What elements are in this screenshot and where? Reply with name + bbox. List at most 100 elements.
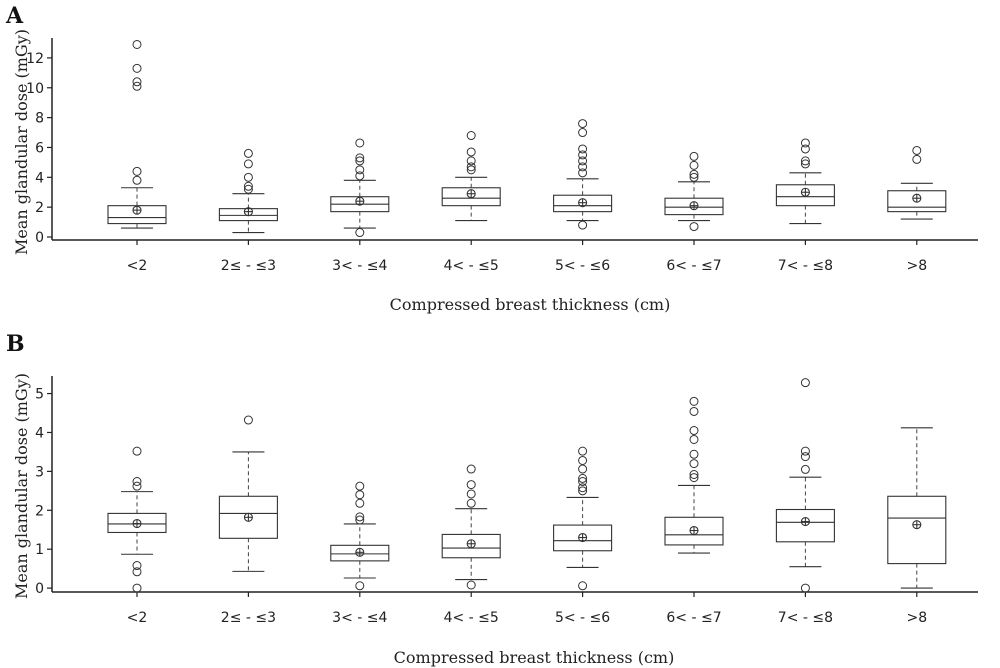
panel-a-outlier-point bbox=[355, 171, 365, 181]
panel-a-outlier-point bbox=[243, 148, 253, 158]
panel-a-category-label: >8 bbox=[906, 258, 927, 274]
panel-b-outlier-point bbox=[578, 486, 588, 496]
panel-b-box bbox=[887, 495, 947, 565]
panel-b-outlier-point bbox=[355, 498, 365, 508]
panel-b-outlier-point bbox=[689, 434, 699, 444]
panel-b-category-label: 6< - ≤7 bbox=[666, 610, 721, 626]
panel-a-outlier-point bbox=[132, 39, 142, 49]
panel-b-outlier-point bbox=[466, 498, 476, 508]
panel-b-outlier-point bbox=[132, 476, 142, 486]
panel-b-outlier-point bbox=[800, 464, 810, 474]
panel-a-y-axis-title: Mean glandular dose (mGy) bbox=[12, 29, 31, 255]
panel-b-outlier-point bbox=[466, 480, 476, 490]
panel-a-outlier-point bbox=[578, 119, 588, 129]
panel-b-category-label: 3< - ≤4 bbox=[332, 610, 387, 626]
panel-a-outlier-point bbox=[689, 151, 699, 161]
panel-b-outlier-point bbox=[800, 452, 810, 462]
panel-a-category-label: 7< - ≤8 bbox=[778, 258, 833, 274]
panel-a-outlier-point bbox=[912, 154, 922, 164]
panel-b-label: B bbox=[6, 331, 25, 357]
panel-a-outlier-point bbox=[578, 144, 588, 154]
panel-b-outlier-point bbox=[689, 459, 699, 469]
panel-a-category-label: 3< - ≤4 bbox=[332, 258, 387, 274]
panel-a-category-label: 5< - ≤6 bbox=[555, 258, 610, 274]
panel-a-outlier-point bbox=[466, 162, 476, 172]
panel-a-y-tick-label: 2 bbox=[35, 200, 44, 216]
panel-a-outlier-point bbox=[466, 147, 476, 157]
panel-b-outlier-point bbox=[578, 476, 588, 486]
panel-b-category-label: >8 bbox=[906, 610, 927, 626]
panel-b-category-label: 4< - ≤5 bbox=[444, 610, 499, 626]
panel-b-outlier-point bbox=[689, 396, 699, 406]
panel-b-category-label: <2 bbox=[127, 610, 148, 626]
panel-b-x-axis-title: Compressed breast thickness (cm) bbox=[394, 648, 675, 667]
panel-a-outlier-point bbox=[800, 144, 810, 154]
panel-a-outlier-point bbox=[689, 169, 699, 179]
panel-b-category-label: 5< - ≤6 bbox=[555, 610, 610, 626]
panel-a-outlier-point bbox=[800, 138, 810, 148]
panel-a-outlier-point bbox=[355, 228, 365, 238]
panel-a-outlier-point bbox=[578, 162, 588, 172]
panel-a-outlier-point bbox=[912, 145, 922, 155]
panel-b-outlier-point bbox=[466, 489, 476, 499]
panel-b-outlier-point bbox=[689, 406, 699, 416]
panel-b-outlier-point bbox=[578, 464, 588, 474]
panel-a-outlier-point bbox=[578, 150, 588, 160]
panel-b-outlier-point bbox=[578, 581, 588, 591]
panel-a-category-label: 4< - ≤5 bbox=[444, 258, 499, 274]
panel-b-outlier-point bbox=[132, 446, 142, 456]
panel-b-outlier-point bbox=[355, 490, 365, 500]
panel-b-outlier-point bbox=[355, 481, 365, 491]
panel-b-plot: 0 1 2 3 4 5 <2 2≤ - ≤3 3< - ≤4 4< - ≤5 5< - ≤6 6< -… bbox=[35, 376, 978, 626]
panel-b-outlier-point bbox=[689, 449, 699, 459]
panel-b-outlier-point bbox=[132, 481, 142, 491]
panel-b-outlier-point bbox=[578, 473, 588, 483]
panel-b-outlier-point bbox=[132, 567, 142, 577]
panel-b-outlier-point bbox=[132, 561, 142, 571]
panel-a-outlier-point bbox=[466, 165, 476, 175]
panel-b-outlier-point bbox=[466, 580, 476, 590]
panel-b-y-tick-label: 2 bbox=[35, 503, 44, 519]
panel-a-outlier-point bbox=[689, 222, 699, 232]
panel-b-outlier-point bbox=[243, 415, 253, 425]
panel-b-y-axis-title: Mean glandular dose (mGy) bbox=[12, 373, 31, 599]
panel-a-label: A bbox=[5, 3, 24, 29]
panel-b-y-tick-label: 1 bbox=[35, 542, 44, 558]
panel-a-y-tick-label: 10 bbox=[26, 81, 44, 97]
panel-a-category-label: 6< - ≤7 bbox=[666, 258, 721, 274]
panel-a-outlier-point bbox=[132, 77, 142, 87]
panel-b-category-label: 7< - ≤8 bbox=[778, 610, 833, 626]
panel-b-outlier-point bbox=[800, 446, 810, 456]
panel-b-y-tick-label: 0 bbox=[35, 581, 44, 597]
panel-b-y-tick-label: 3 bbox=[35, 464, 44, 480]
panel-b-outlier-point bbox=[578, 446, 588, 456]
panel-a-outlier-point bbox=[132, 81, 142, 91]
panel-a-category-label: <2 bbox=[127, 258, 148, 274]
panel-b-outlier-point bbox=[689, 426, 699, 436]
panel-b-outlier-point bbox=[355, 581, 365, 591]
panel-b-outlier-point bbox=[800, 378, 810, 388]
panel-a-outlier-point bbox=[689, 172, 699, 182]
panel-a-outlier-point bbox=[578, 156, 588, 166]
panel-a-y-tick-label: 4 bbox=[35, 170, 44, 186]
panel-b-outlier-point bbox=[132, 583, 142, 593]
panel-a-outlier-point bbox=[355, 156, 365, 166]
panel-b-outlier-point bbox=[578, 483, 588, 493]
panel-a-outlier-point bbox=[243, 159, 253, 169]
panel-a-outlier-point bbox=[689, 160, 699, 170]
panel-a-outlier-point bbox=[355, 138, 365, 148]
panel-a-outlier-point bbox=[466, 131, 476, 141]
panel-a-x-axis-title: Compressed breast thickness (cm) bbox=[390, 295, 671, 314]
panel-a-outlier-point bbox=[466, 156, 476, 166]
panel-a-outlier-point bbox=[243, 184, 253, 194]
panel-b-outlier-point bbox=[355, 512, 365, 522]
panel-b-outlier-point bbox=[355, 515, 365, 525]
panel-a-y-tick-label: 12 bbox=[26, 51, 44, 67]
panel-a-outlier-point bbox=[243, 172, 253, 182]
panel-b-outlier-point bbox=[800, 583, 810, 593]
panel-b-category-label: 2≤ - ≤3 bbox=[221, 610, 276, 626]
panel-a-outlier-point bbox=[800, 159, 810, 169]
panel-b-y-tick-label: 4 bbox=[35, 425, 44, 441]
panel-a-outlier-point bbox=[578, 220, 588, 230]
